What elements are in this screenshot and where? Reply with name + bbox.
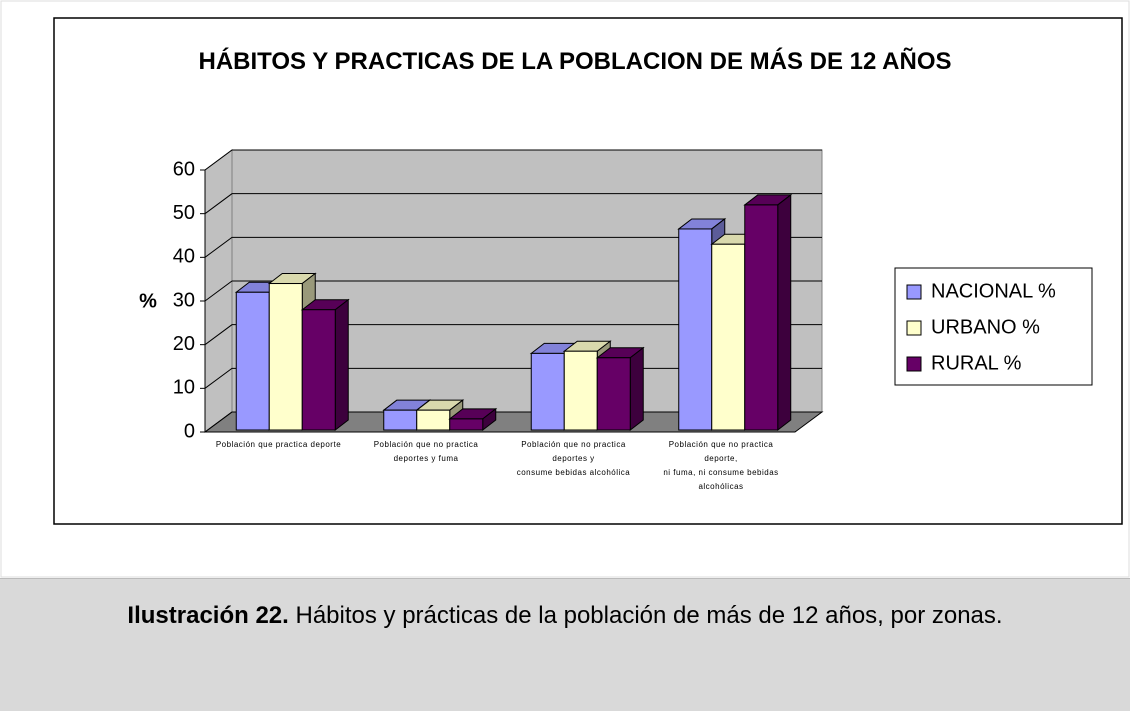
chart: % 0 10 20 30 40 50 60 NACIONAL % URBANO % RURAL % <box>0 0 1130 578</box>
y-tick-label: 10 <box>173 377 195 399</box>
y-tick-label: 0 <box>184 420 195 442</box>
bar <box>448 407 498 432</box>
x-tick-label: Población que practica deporte <box>215 440 342 449</box>
grid-line <box>204 193 822 215</box>
bar <box>743 193 793 432</box>
y-tick-label: 20 <box>173 333 195 355</box>
bar-side <box>777 193 792 432</box>
legend-label: RURAL % <box>931 352 1022 374</box>
bar-front <box>383 409 418 431</box>
grid-line <box>204 236 822 258</box>
legend-swatch <box>906 284 922 300</box>
y-tick-label: 30 <box>173 289 195 311</box>
bar-front <box>596 357 631 431</box>
bar-front <box>530 352 565 431</box>
caption-label: Ilustración 22. <box>127 602 289 629</box>
bar-front <box>416 409 451 431</box>
bar <box>300 298 350 432</box>
bar-front <box>268 283 303 431</box>
legend-label: NACIONAL % <box>931 280 1056 302</box>
caption-text: Hábitos y prácticas de la población de m… <box>295 602 1003 629</box>
y-tick-label: 60 <box>173 158 195 180</box>
bar-front <box>711 243 746 431</box>
bar-side <box>334 298 349 432</box>
grid-line <box>204 324 822 346</box>
bar-front <box>563 350 598 431</box>
legend-swatch <box>906 320 922 336</box>
legend <box>894 267 1093 386</box>
x-tick-label: Población que no practica deportes y con… <box>516 440 631 477</box>
bar-front <box>301 309 336 431</box>
bar-side <box>629 346 644 432</box>
legend-swatch <box>906 356 922 372</box>
x-tick-label: Población que no practica deportes y fum… <box>373 440 479 463</box>
y-tick-label: 50 <box>173 202 195 224</box>
chart-title: HÁBITOS Y PRACTICAS DE LA POBLACION DE M… <box>198 48 952 75</box>
bar-front <box>744 204 779 431</box>
legend-label: URBANO % <box>931 316 1040 338</box>
bar-front <box>678 228 713 431</box>
frame <box>0 0 1130 578</box>
grid-line <box>204 149 822 171</box>
bar-front <box>235 291 270 431</box>
y-tick-label: 40 <box>173 246 195 268</box>
bar <box>595 346 645 432</box>
x-tick-label: Población que no practica deporte, ni fu… <box>663 440 779 491</box>
caption: Ilustración 22. Hábitos y prácticas de l… <box>0 578 1130 711</box>
grid-line <box>204 280 822 302</box>
y-axis-label: % <box>139 290 157 312</box>
bar-front <box>449 418 484 431</box>
